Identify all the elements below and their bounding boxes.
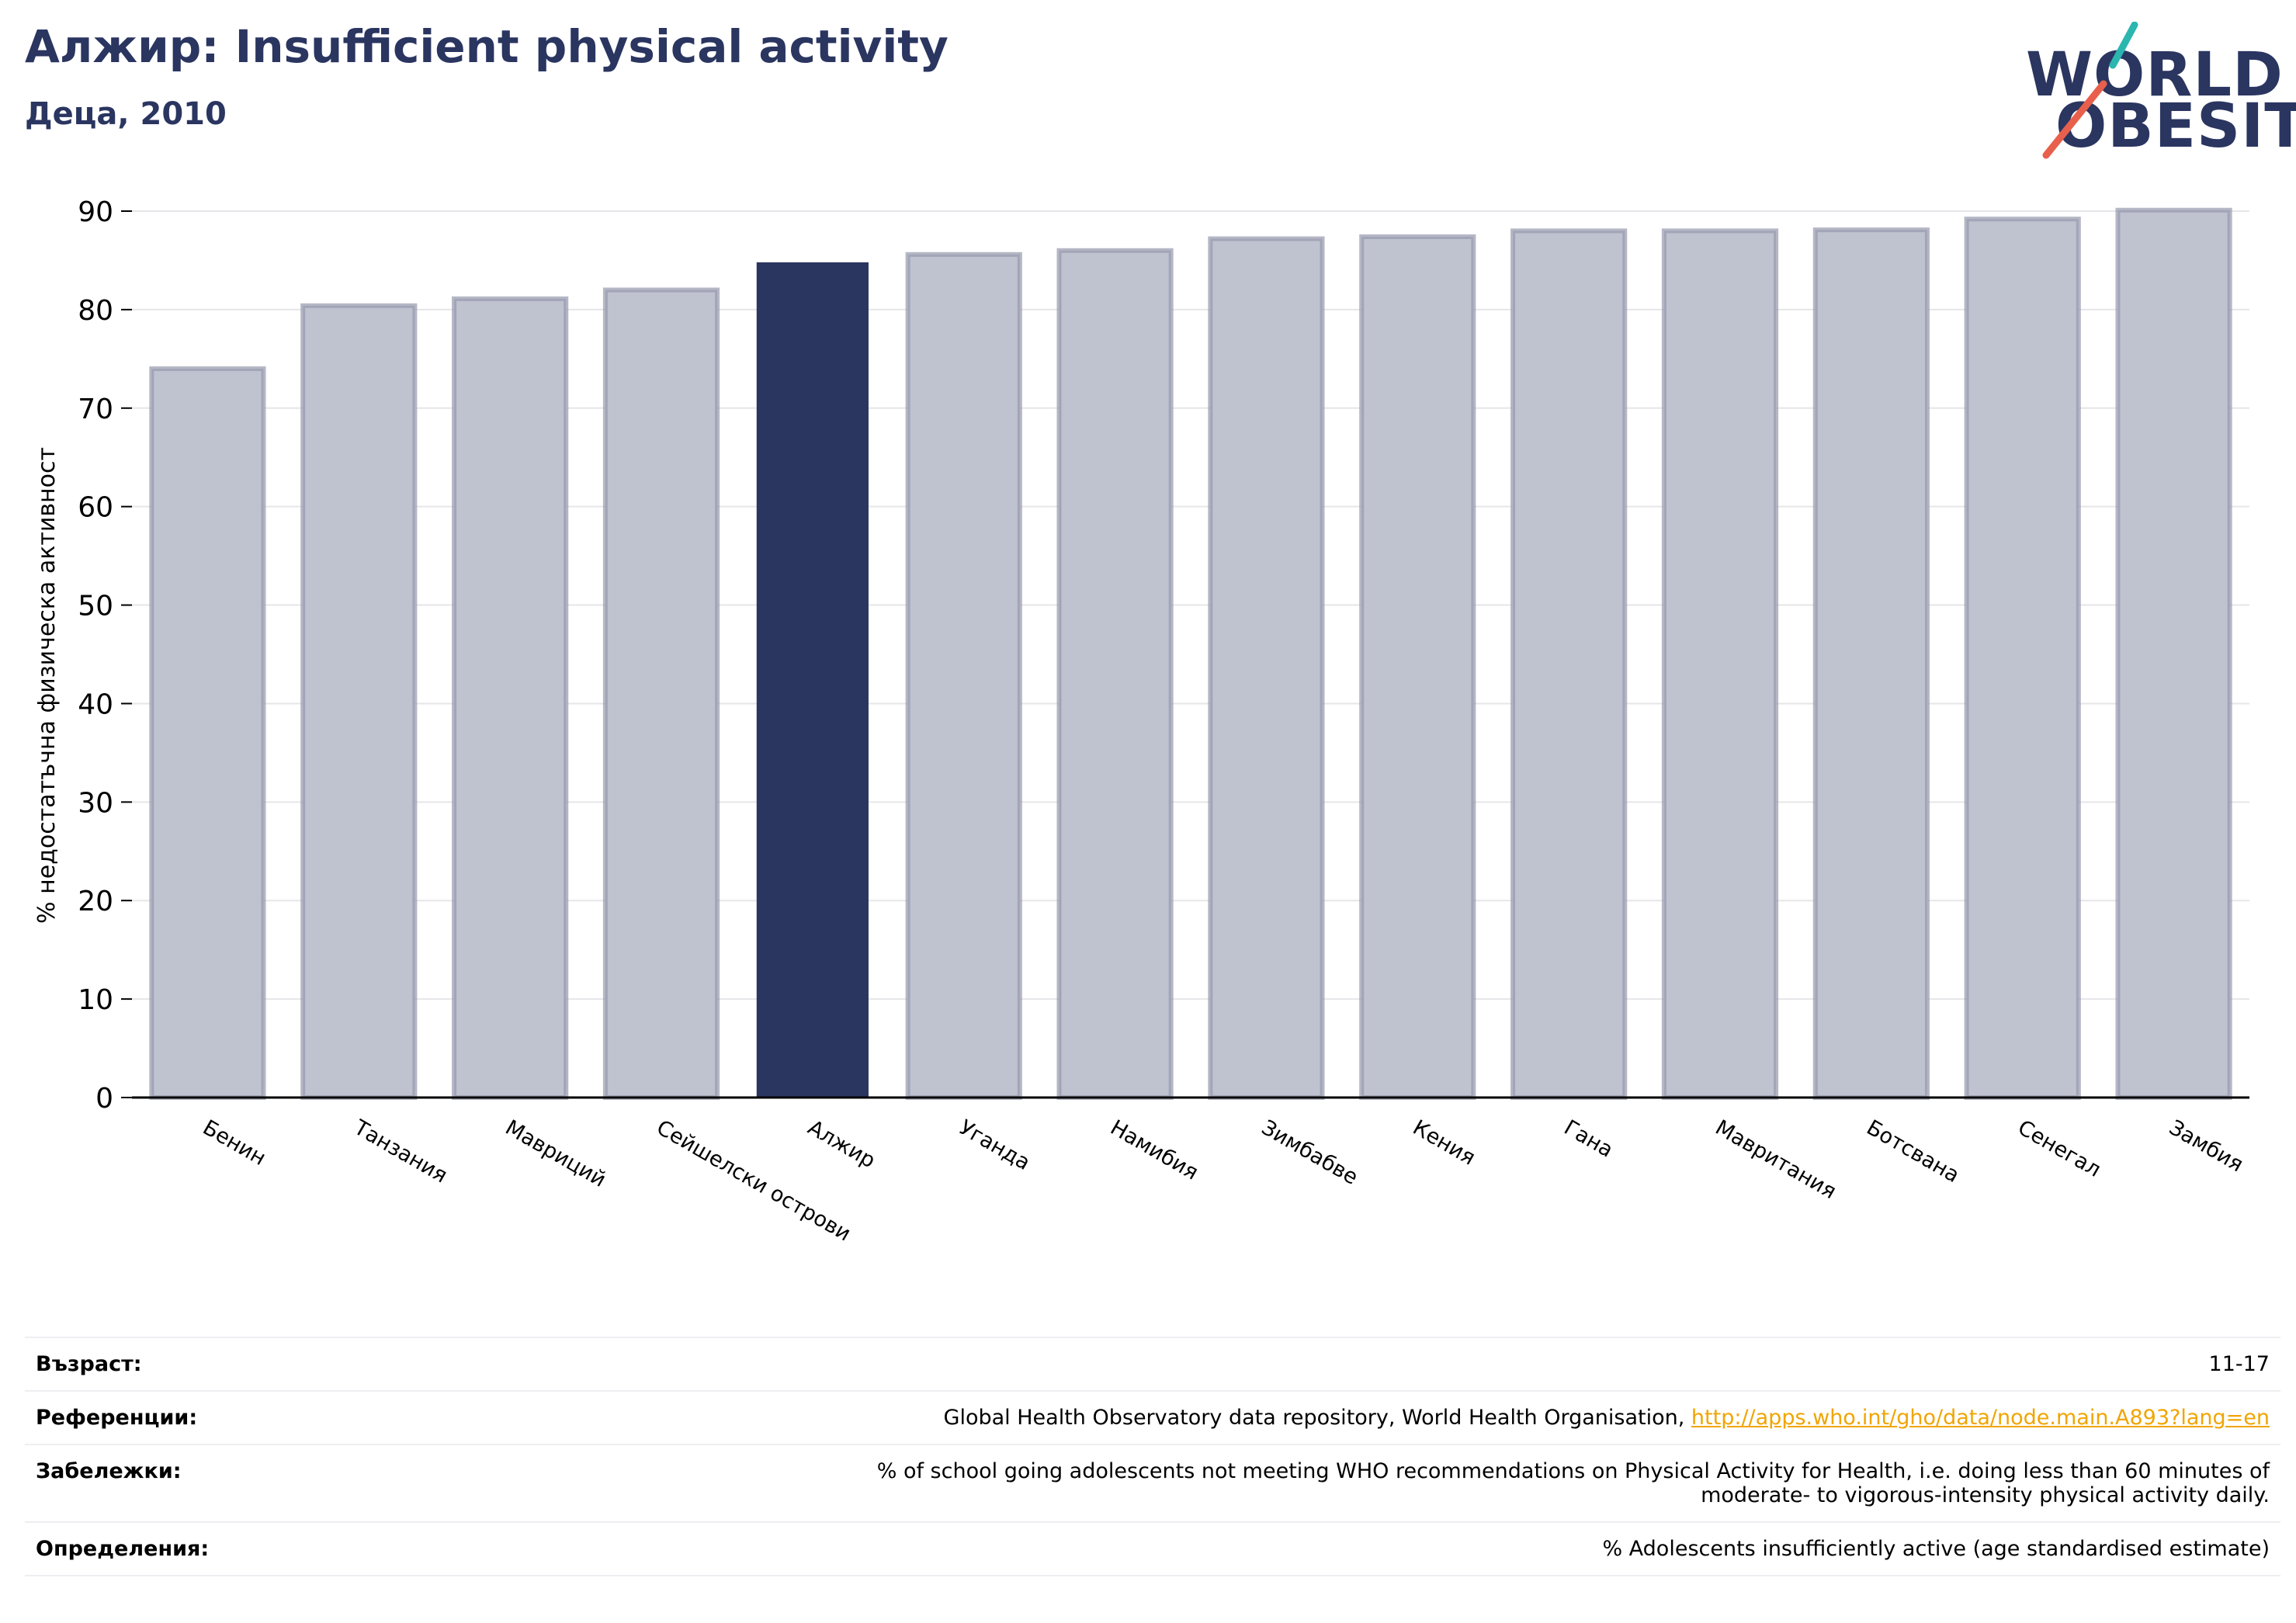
logo-slash-icon	[2042, 22, 2138, 159]
page-title: Алжир: Insufficient physical activity	[25, 20, 949, 73]
bar	[300, 303, 418, 1100]
bars	[149, 207, 2232, 1101]
x-tick-label: Кения	[1409, 1115, 1479, 1170]
y-axis-label: % недостатъчна физическа активност	[33, 447, 61, 924]
bar	[1208, 236, 1325, 1100]
meta-refs-link[interactable]: http://apps.who.int/gho/data/node.main.A…	[1691, 1406, 2270, 1430]
bar-chart: 0 10 20 30 40 50 60 70 80 90 Бенин Танзания Мавриций…	[33, 196, 2249, 1247]
meta-row-definitions: Определения: % Adolescents insufficientl…	[25, 1522, 2280, 1576]
bar	[905, 251, 1022, 1101]
meta-notes-line2: moderate- to vigorous-intensity physical…	[1701, 1483, 2270, 1507]
x-tick-label: Танзания	[349, 1115, 452, 1188]
x-tick-label: Ботсвана	[1862, 1115, 1963, 1188]
logo-line2: OBESITY	[2055, 92, 2296, 161]
x-tick-label: Бенин	[199, 1115, 270, 1170]
bar	[602, 287, 720, 1100]
x-tick-label: Мавритания	[1712, 1115, 1840, 1204]
meta-row-notes: Забележки: % of school going adolescents…	[25, 1444, 2280, 1522]
meta-notes-value: % of school going adolescents not meetin…	[279, 1444, 2280, 1522]
x-tick-label: Уганда	[955, 1115, 1034, 1175]
y-tick-label: 90	[78, 196, 113, 228]
y-tick-label: 10	[78, 984, 113, 1016]
world-obesity-logo: WORLD OBESITY	[2026, 22, 2296, 161]
meta-refs-label: Референции:	[36, 1406, 198, 1430]
grid-lines	[132, 210, 2249, 1098]
x-tick-label: Намибия	[1106, 1115, 1202, 1184]
y-tick-label: 40	[78, 688, 113, 720]
bar	[1812, 227, 1930, 1100]
x-tick-label: Алжир	[803, 1115, 879, 1173]
bar	[149, 366, 266, 1100]
bar	[1661, 228, 1779, 1100]
y-tick-label: 0	[95, 1083, 113, 1115]
y-tick-label: 20	[78, 886, 113, 917]
bar	[1510, 228, 1628, 1100]
meta-notes-label: Забележки:	[36, 1459, 182, 1483]
bar	[1359, 234, 1476, 1101]
x-tick-label: Сенегал	[2013, 1115, 2104, 1182]
meta-row-age: Възраст: 11-17	[25, 1337, 2280, 1391]
meta-refs-value: Global Health Observatory data repositor…	[279, 1391, 2280, 1444]
x-tick-label: Гана	[1560, 1115, 1618, 1162]
y-tick-label: 70	[78, 394, 113, 425]
meta-notes-line1: % of school going adolescents not meetin…	[876, 1459, 2270, 1483]
bar	[452, 296, 569, 1100]
metadata-table: Възраст: 11-17 Референции: Global Health…	[25, 1337, 2280, 1576]
bar	[756, 262, 869, 1098]
y-tick-label: 80	[78, 295, 113, 327]
meta-refs-text: Global Health Observatory data repositor…	[943, 1406, 1691, 1430]
meta-defs-value: % Adolescents insufficiently active (age…	[1602, 1537, 2270, 1561]
bar	[2115, 207, 2232, 1101]
y-tick-label: 60	[78, 492, 113, 524]
meta-age-label: Възраст:	[36, 1352, 142, 1376]
meta-row-references: Референции: Global Health Observatory da…	[25, 1391, 2280, 1444]
x-tick-label: Мавриций	[501, 1115, 610, 1192]
x-tick-label: Замбия	[2165, 1115, 2247, 1177]
axes	[121, 210, 2249, 1099]
page-subtitle: Деца, 2010	[25, 96, 227, 132]
bar	[1964, 217, 2081, 1100]
y-tick-label: 30	[78, 787, 113, 819]
y-tick-label: 50	[78, 591, 113, 622]
meta-defs-label: Определения:	[36, 1537, 210, 1561]
meta-age-value: 11-17	[2208, 1352, 2270, 1376]
x-tick-label: Зимбабве	[1257, 1115, 1362, 1190]
logo-line1: WORLD	[2026, 40, 2284, 110]
bar	[1056, 248, 1174, 1100]
